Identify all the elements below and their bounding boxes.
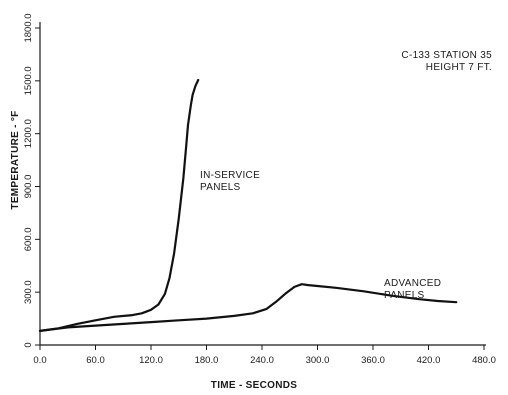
chart-header-line-1: C-133 STATION 35 bbox=[401, 50, 492, 61]
x-tick-label: 60.0 bbox=[86, 355, 105, 366]
series-label-1-line-1: IN-SERVICE bbox=[200, 170, 260, 181]
x-tick-label: 480.0 bbox=[472, 355, 496, 366]
y-tick-label: 1800.0 bbox=[23, 13, 34, 42]
axes bbox=[39, 22, 486, 346]
x-tick-label: 0.0 bbox=[33, 355, 46, 366]
y-axis-title: TEMPERATURE - °F bbox=[10, 110, 21, 209]
chart-header-line-2: HEIGHT 7 FT. bbox=[426, 62, 492, 73]
x-tick-label: 120.0 bbox=[139, 355, 163, 366]
y-tick-label: 1500.0 bbox=[23, 66, 34, 95]
series-group bbox=[38, 78, 458, 332]
series-line-2 bbox=[38, 283, 458, 332]
y-tick-label: 0 bbox=[23, 342, 34, 347]
series-label-2-line-1: ADVANCED bbox=[384, 278, 441, 289]
x-tick-label: 420.0 bbox=[417, 355, 441, 366]
x-axis-ticks: 0.0 60.0 120.0 180.0 240.0 300.0 360.0 420.0 480… bbox=[33, 345, 496, 366]
series-label-1-line-2: PANELS bbox=[200, 182, 241, 193]
series-line-1 bbox=[38, 78, 200, 332]
y-tick-label: 300.0 bbox=[23, 280, 34, 304]
x-tick-label: 240.0 bbox=[250, 355, 274, 366]
y-tick-label: 1200.0 bbox=[23, 119, 34, 148]
x-axis-title: TIME - SECONDS bbox=[211, 380, 297, 391]
y-tick-label: 600.0 bbox=[23, 227, 34, 251]
series-label-2-line-2: PANELS bbox=[384, 290, 425, 301]
x-tick-label: 180.0 bbox=[195, 355, 219, 366]
y-axis-ticks: 0 300.0 600.0 900.0 1200.0 1500.0 1800.0 bbox=[23, 13, 40, 348]
x-tick-label: 300.0 bbox=[306, 355, 330, 366]
x-tick-label: 360.0 bbox=[361, 355, 385, 366]
y-tick-label: 900.0 bbox=[23, 175, 34, 199]
